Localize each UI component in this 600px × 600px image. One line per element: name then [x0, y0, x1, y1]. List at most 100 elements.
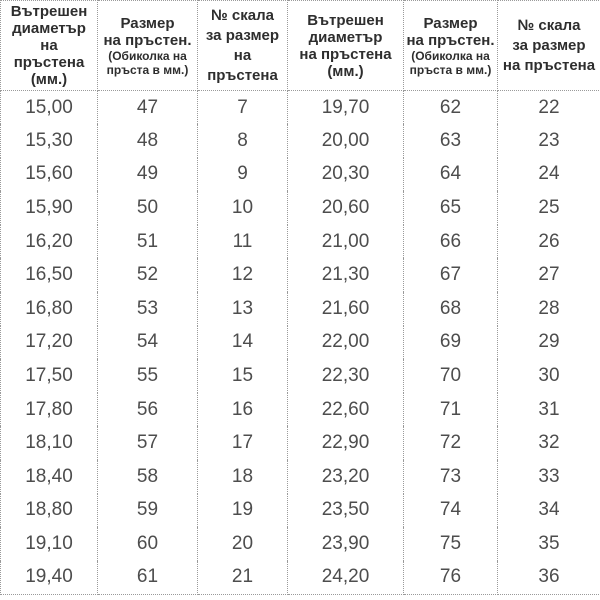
scale-number-cell: 35: [497, 527, 600, 561]
ring-size-cell: 59: [97, 493, 198, 528]
ring-size-cell: 47: [97, 90, 198, 125]
scale-number-cell: 9: [197, 157, 288, 192]
inner-diameter-cell: 15,30: [0, 124, 98, 158]
header-line: Вътрешен: [10, 3, 88, 20]
ring-size-cell: 75: [403, 527, 498, 561]
scale-number-cell: 26: [497, 224, 600, 259]
ring-size-cell: 76: [403, 560, 498, 595]
table-row: 18,40 58 18 23,20 73 33: [0, 460, 600, 494]
table-row: 16,50 52 12 21,30 67 27: [0, 258, 600, 293]
scale-number-cell: 16: [197, 392, 288, 427]
header-line: за размер: [512, 36, 586, 54]
inner-diameter-cell: 23,20: [287, 460, 404, 494]
header-subline: (Обиколка на: [108, 48, 187, 63]
scale-number-cell: 24: [497, 157, 600, 192]
inner-diameter-cell: 18,10: [0, 426, 98, 461]
header-line: диаметър: [12, 20, 86, 37]
inner-diameter-cell: 20,00: [287, 124, 404, 158]
ring-size-cell: 51: [97, 224, 198, 259]
header-subline: пръста в мм.): [106, 62, 189, 77]
header-line: на пръстен.: [406, 31, 495, 49]
ring-size-cell: 73: [403, 460, 498, 494]
ring-size-cell: 72: [403, 426, 498, 461]
header-line: на пръстена: [502, 56, 596, 74]
inner-diameter-cell: 22,60: [287, 392, 404, 427]
ring-size-cell: 68: [403, 292, 498, 326]
header-line: за размер: [205, 26, 280, 44]
inner-diameter-cell: 22,90: [287, 426, 404, 461]
inner-diameter-cell: 19,10: [0, 527, 98, 561]
inner-diameter-cell: 16,20: [0, 224, 98, 259]
ring-size-cell: 57: [97, 426, 198, 461]
inner-diameter-cell: 15,90: [0, 191, 98, 225]
inner-diameter-cell: 18,40: [0, 460, 98, 494]
scale-number-cell: 8: [197, 124, 288, 158]
table-row: 15,90 50 10 20,60 65 25: [0, 191, 600, 225]
inner-diameter-cell: 17,80: [0, 392, 98, 427]
inner-diameter-cell: 19,40: [0, 560, 98, 595]
inner-diameter-cell: 18,80: [0, 493, 98, 528]
scale-number-cell: 12: [197, 258, 288, 293]
scale-number-cell: 34: [497, 493, 600, 528]
ring-size-cell: 54: [97, 325, 198, 360]
ring-size-cell: 62: [403, 90, 498, 125]
scale-number-cell: 32: [497, 426, 600, 461]
table-row: 18,80 59 19 23,50 74 34: [0, 493, 600, 528]
col-header-ring-size-right: Размер на пръстен. (Обиколка на пръста в…: [403, 0, 498, 91]
scale-number-cell: 15: [197, 359, 288, 393]
table-row: 19,10 60 20 23,90 75 35: [0, 527, 600, 561]
scale-number-cell: 21: [197, 560, 288, 595]
ring-size-cell: 53: [97, 292, 198, 326]
inner-diameter-cell: 16,50: [0, 258, 98, 293]
header-line: на пръстен.: [103, 31, 192, 49]
header-line: Вътрешен: [307, 11, 384, 29]
scale-number-cell: 22: [497, 90, 600, 125]
ring-size-cell: 58: [97, 460, 198, 494]
inner-diameter-cell: 17,20: [0, 325, 98, 360]
header-line: Размер: [423, 14, 478, 32]
col-header-scale-number-left: № скала за размер на пръстена: [197, 0, 288, 91]
inner-diameter-cell: 17,50: [0, 359, 98, 393]
table-row: 18,10 57 17 22,90 72 32: [0, 426, 600, 461]
ring-size-cell: 56: [97, 392, 198, 427]
table-row: 15,00 47 7 19,70 62 22: [0, 90, 600, 125]
header-line: (мм.): [327, 62, 364, 80]
table-row: 15,30 48 8 20,00 63 23: [0, 124, 600, 158]
table-row: 15,60 49 9 20,30 64 24: [0, 157, 600, 192]
header-line: на пръстена: [299, 45, 392, 63]
header-line: диаметър: [308, 28, 383, 46]
scale-number-cell: 7: [197, 90, 288, 125]
header-line: пръстена: [13, 54, 85, 71]
inner-diameter-cell: 23,90: [287, 527, 404, 561]
col-header-inner-diameter-left: Вътрешен диаметър на пръстена (мм.): [0, 0, 98, 91]
table-body: 15,00 47 7 19,70 62 22 15,30 48 8 20,00 63 23 15,60 4…: [0, 90, 600, 595]
scale-number-cell: 11: [197, 224, 288, 259]
ring-size-cell: 64: [403, 157, 498, 192]
ring-size-cell: 69: [403, 325, 498, 360]
table-row: 17,80 56 16 22,60 71 31: [0, 392, 600, 427]
header-line: Размер: [120, 14, 175, 32]
header-line: на пръстена: [207, 46, 278, 84]
ring-size-cell: 70: [403, 359, 498, 393]
scale-number-cell: 18: [197, 460, 288, 494]
scale-number-cell: 10: [197, 191, 288, 225]
scale-number-cell: 36: [497, 560, 600, 595]
ring-size-cell: 48: [97, 124, 198, 158]
ring-size-cell: 66: [403, 224, 498, 259]
scale-number-cell: 20: [197, 527, 288, 561]
ring-size-cell: 74: [403, 493, 498, 528]
scale-number-cell: 30: [497, 359, 600, 393]
inner-diameter-cell: 15,60: [0, 157, 98, 192]
table-row: 16,20 51 11 21,00 66 26: [0, 224, 600, 259]
scale-number-cell: 31: [497, 392, 600, 427]
table-row: 16,80 53 13 21,60 68 28: [0, 292, 600, 326]
table-header: Вътрешен диаметър на пръстена (мм.) Разм…: [0, 0, 600, 91]
inner-diameter-cell: 20,30: [287, 157, 404, 192]
header-line: № скала: [211, 6, 274, 24]
scale-number-cell: 13: [197, 292, 288, 326]
scale-number-cell: 29: [497, 325, 600, 360]
header-line: № скала: [517, 16, 581, 34]
col-header-inner-diameter-right: Вътрешен диаметър на пръстена (мм.): [287, 0, 404, 91]
